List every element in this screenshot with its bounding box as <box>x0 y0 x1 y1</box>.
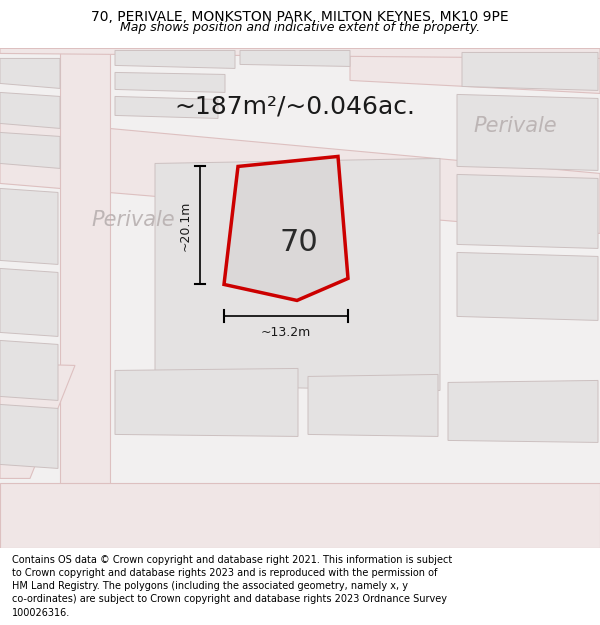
Text: to Crown copyright and database rights 2023 and is reproduced with the permissio: to Crown copyright and database rights 2… <box>12 568 437 578</box>
Polygon shape <box>115 96 218 119</box>
Polygon shape <box>0 341 58 401</box>
Polygon shape <box>0 363 75 479</box>
Polygon shape <box>457 174 598 248</box>
Text: co-ordinates) are subject to Crown copyright and database rights 2023 Ordnance S: co-ordinates) are subject to Crown copyr… <box>12 594 447 604</box>
Polygon shape <box>0 189 58 264</box>
Text: Contains OS data © Crown copyright and database right 2021. This information is : Contains OS data © Crown copyright and d… <box>12 555 452 565</box>
Text: Map shows position and indicative extent of the property.: Map shows position and indicative extent… <box>120 21 480 34</box>
Polygon shape <box>0 269 58 336</box>
Text: 70, PERIVALE, MONKSTON PARK, MILTON KEYNES, MK10 9PE: 70, PERIVALE, MONKSTON PARK, MILTON KEYN… <box>91 10 509 24</box>
Polygon shape <box>457 253 598 321</box>
Polygon shape <box>115 51 235 68</box>
Polygon shape <box>224 156 348 301</box>
Text: 100026316.: 100026316. <box>12 608 70 618</box>
Polygon shape <box>0 48 600 58</box>
Polygon shape <box>308 374 438 436</box>
Text: ~20.1m: ~20.1m <box>179 200 192 251</box>
Polygon shape <box>0 404 58 469</box>
Text: Perivale: Perivale <box>91 211 175 231</box>
Text: ~13.2m: ~13.2m <box>261 326 311 339</box>
Polygon shape <box>462 52 598 91</box>
Text: ~187m²/~0.046ac.: ~187m²/~0.046ac. <box>175 94 415 119</box>
Text: 70: 70 <box>280 228 319 257</box>
Polygon shape <box>0 119 600 233</box>
Polygon shape <box>448 381 598 442</box>
Polygon shape <box>240 51 350 66</box>
Polygon shape <box>115 72 225 92</box>
Polygon shape <box>0 92 60 129</box>
Polygon shape <box>0 484 600 549</box>
Polygon shape <box>0 48 600 549</box>
Polygon shape <box>60 48 110 549</box>
Polygon shape <box>350 48 600 93</box>
Polygon shape <box>457 94 598 171</box>
Polygon shape <box>0 58 60 88</box>
Polygon shape <box>0 132 60 168</box>
Text: HM Land Registry. The polygons (including the associated geometry, namely x, y: HM Land Registry. The polygons (includin… <box>12 581 408 591</box>
Polygon shape <box>155 158 440 391</box>
Polygon shape <box>115 368 298 436</box>
Text: Perivale: Perivale <box>473 116 557 136</box>
